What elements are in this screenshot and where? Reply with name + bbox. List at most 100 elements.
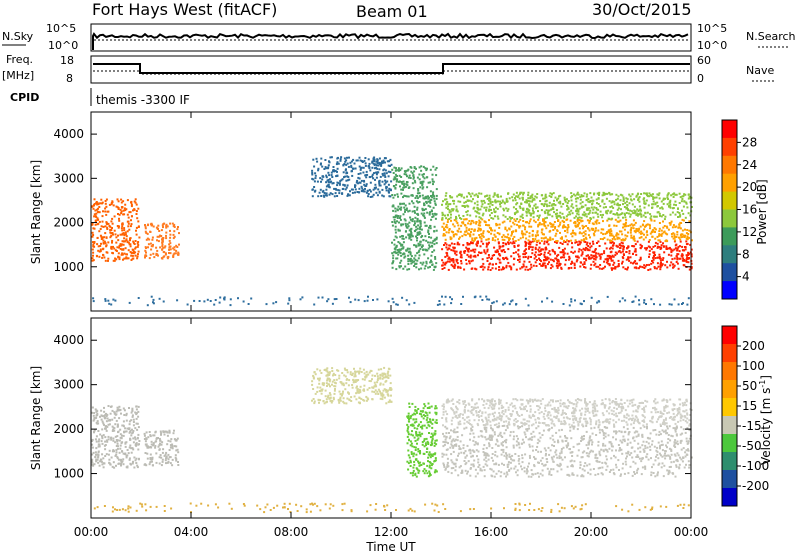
echo-pixel [543, 253, 546, 256]
echo-pixel [426, 440, 429, 443]
echo-pixel [634, 260, 637, 263]
echo-pixel [496, 440, 499, 443]
echo-pixel [106, 228, 109, 230]
echo-pixel [325, 167, 328, 170]
echo-pixel [546, 297, 549, 300]
echo-pixel [661, 263, 664, 266]
echo-pixel [319, 177, 322, 180]
echo-pixel [690, 267, 693, 270]
echo-pixel [136, 437, 139, 440]
echo-pixel [575, 204, 578, 207]
echo-pixel [398, 221, 400, 224]
echo-pixel [357, 391, 360, 394]
echo-pixel [654, 237, 657, 240]
echo-pixel [676, 257, 679, 259]
echo-pixel [486, 243, 488, 246]
echo-pixel [322, 194, 325, 197]
echo-pixel [138, 440, 141, 442]
echo-pixel [168, 431, 171, 434]
echo-pixel [557, 197, 560, 200]
echo-pixel [549, 236, 552, 239]
echo-pixel [690, 255, 693, 258]
echo-pixel [105, 251, 108, 254]
echo-pixel [643, 299, 646, 302]
echo-pixel [541, 233, 544, 236]
echo-pixel [599, 253, 602, 256]
echo-pixel [147, 445, 150, 448]
echo-pixel [171, 447, 174, 450]
echo-pixel [156, 239, 158, 242]
echo-pixel [95, 201, 98, 204]
echo-pixel [438, 303, 441, 306]
echo-pixel [115, 410, 118, 413]
echo-pixel [662, 197, 665, 200]
echo-pixel [618, 213, 621, 216]
echo-pixel [602, 191, 605, 194]
echo-pixel [432, 268, 435, 271]
echo-pixel [417, 471, 420, 474]
echo-pixel [525, 252, 528, 255]
echo-pixel [559, 263, 562, 265]
echo-pixel [671, 258, 674, 261]
echo-pixel [333, 385, 336, 388]
echo-pixel [517, 259, 519, 261]
echo-pixel [149, 446, 152, 448]
echo-pixel [491, 302, 494, 305]
echo-pixel [387, 183, 390, 186]
echo-pixel [488, 208, 491, 211]
echo-pixel [595, 220, 598, 223]
echo-pixel [441, 217, 444, 219]
echo-pixel [522, 253, 525, 256]
echo-pixel [356, 385, 358, 388]
echo-pixel [507, 248, 510, 251]
echo-pixel [123, 240, 126, 243]
echo-pixel [606, 231, 609, 233]
beam-title: Beam 01 [356, 2, 428, 21]
echo-pixel [506, 236, 508, 239]
echo-pixel [558, 214, 561, 217]
echo-pixel [399, 169, 402, 172]
echo-pixel [528, 225, 531, 228]
echo-pixel [654, 231, 656, 233]
echo-pixel [486, 194, 489, 197]
echo-pixel [592, 260, 595, 263]
echo-pixel [503, 454, 506, 457]
echo-pixel [346, 175, 349, 178]
echo-pixel [101, 437, 104, 440]
echo-pixel [657, 256, 660, 259]
echo-pixel [450, 237, 453, 240]
echo-pixel [369, 181, 372, 184]
echo-pixel [91, 458, 94, 461]
echo-pixel [593, 264, 596, 267]
echo-pixel [506, 229, 509, 232]
echo-pixel [529, 218, 532, 221]
echo-pixel [661, 449, 664, 452]
echo-pixel [535, 449, 538, 451]
echo-pixel [662, 202, 665, 205]
echo-pixel [414, 211, 416, 214]
echo-pixel [573, 221, 576, 224]
echo-pixel [535, 206, 537, 209]
echo-region [311, 156, 393, 198]
echo-pixel [116, 457, 119, 460]
echo-pixel [555, 232, 558, 235]
echo-pixel [365, 399, 368, 402]
echo-pixel [379, 392, 382, 395]
echo-pixel [434, 203, 437, 206]
echo-pixel [363, 190, 366, 193]
echo-pixel [591, 228, 594, 231]
echo-pixel [175, 458, 178, 461]
echo-pixel [586, 247, 589, 250]
echo-pixel [433, 460, 436, 463]
echo-pixel [446, 248, 449, 251]
echo-pixel [133, 456, 136, 459]
echo-pixel [91, 461, 94, 464]
echo-pixel [161, 451, 164, 454]
echo-pixel [351, 174, 354, 177]
echo-pixel [612, 267, 615, 270]
echo-pixel [505, 197, 508, 200]
echo-pixel [125, 253, 128, 256]
echo-pixel [595, 222, 598, 225]
echo-pixel [391, 252, 394, 255]
echo-pixel [161, 441, 164, 444]
